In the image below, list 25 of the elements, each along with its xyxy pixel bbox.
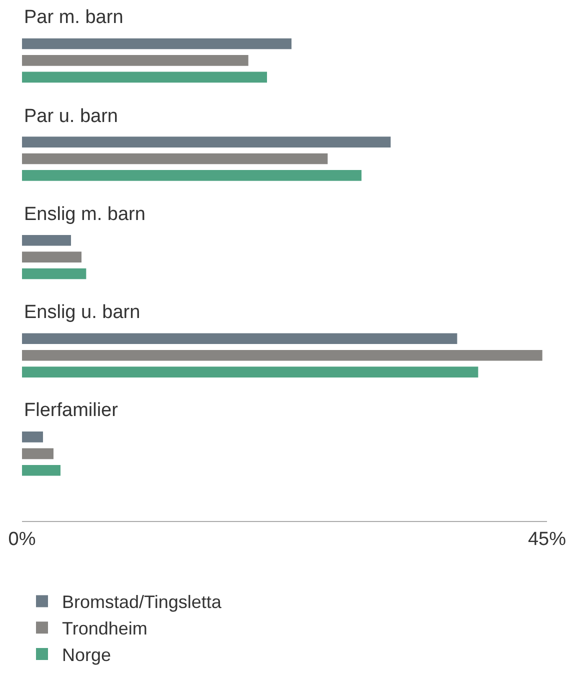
bar [22, 252, 82, 262]
bar [22, 38, 292, 50]
x-tick-label: 45% [528, 528, 566, 550]
x-tick-label: 0% [8, 528, 36, 550]
bar [22, 350, 542, 361]
bar [22, 268, 86, 280]
legend-label: Norge [62, 645, 112, 666]
legend-label: Trondheim [62, 618, 148, 639]
bar [22, 366, 478, 378]
bar [22, 464, 60, 476]
bar [22, 72, 267, 83]
bar [22, 448, 54, 460]
legend-label: Bromstad/Tingsletta [62, 592, 222, 612]
bar [22, 136, 391, 148]
y-tick-label: Flerfamilier [24, 400, 119, 421]
bar [22, 432, 43, 442]
y-tick-label: Enslig m. barn [24, 204, 146, 225]
bar [22, 333, 458, 344]
bar [22, 234, 71, 246]
bar [22, 153, 328, 164]
bar [22, 170, 362, 181]
bar [22, 55, 248, 66]
y-tick-label: Enslig u. barn [24, 302, 140, 323]
y-tick-label: Par u. barn [24, 106, 118, 127]
y-tick-label: Par m. barn [24, 7, 124, 28]
